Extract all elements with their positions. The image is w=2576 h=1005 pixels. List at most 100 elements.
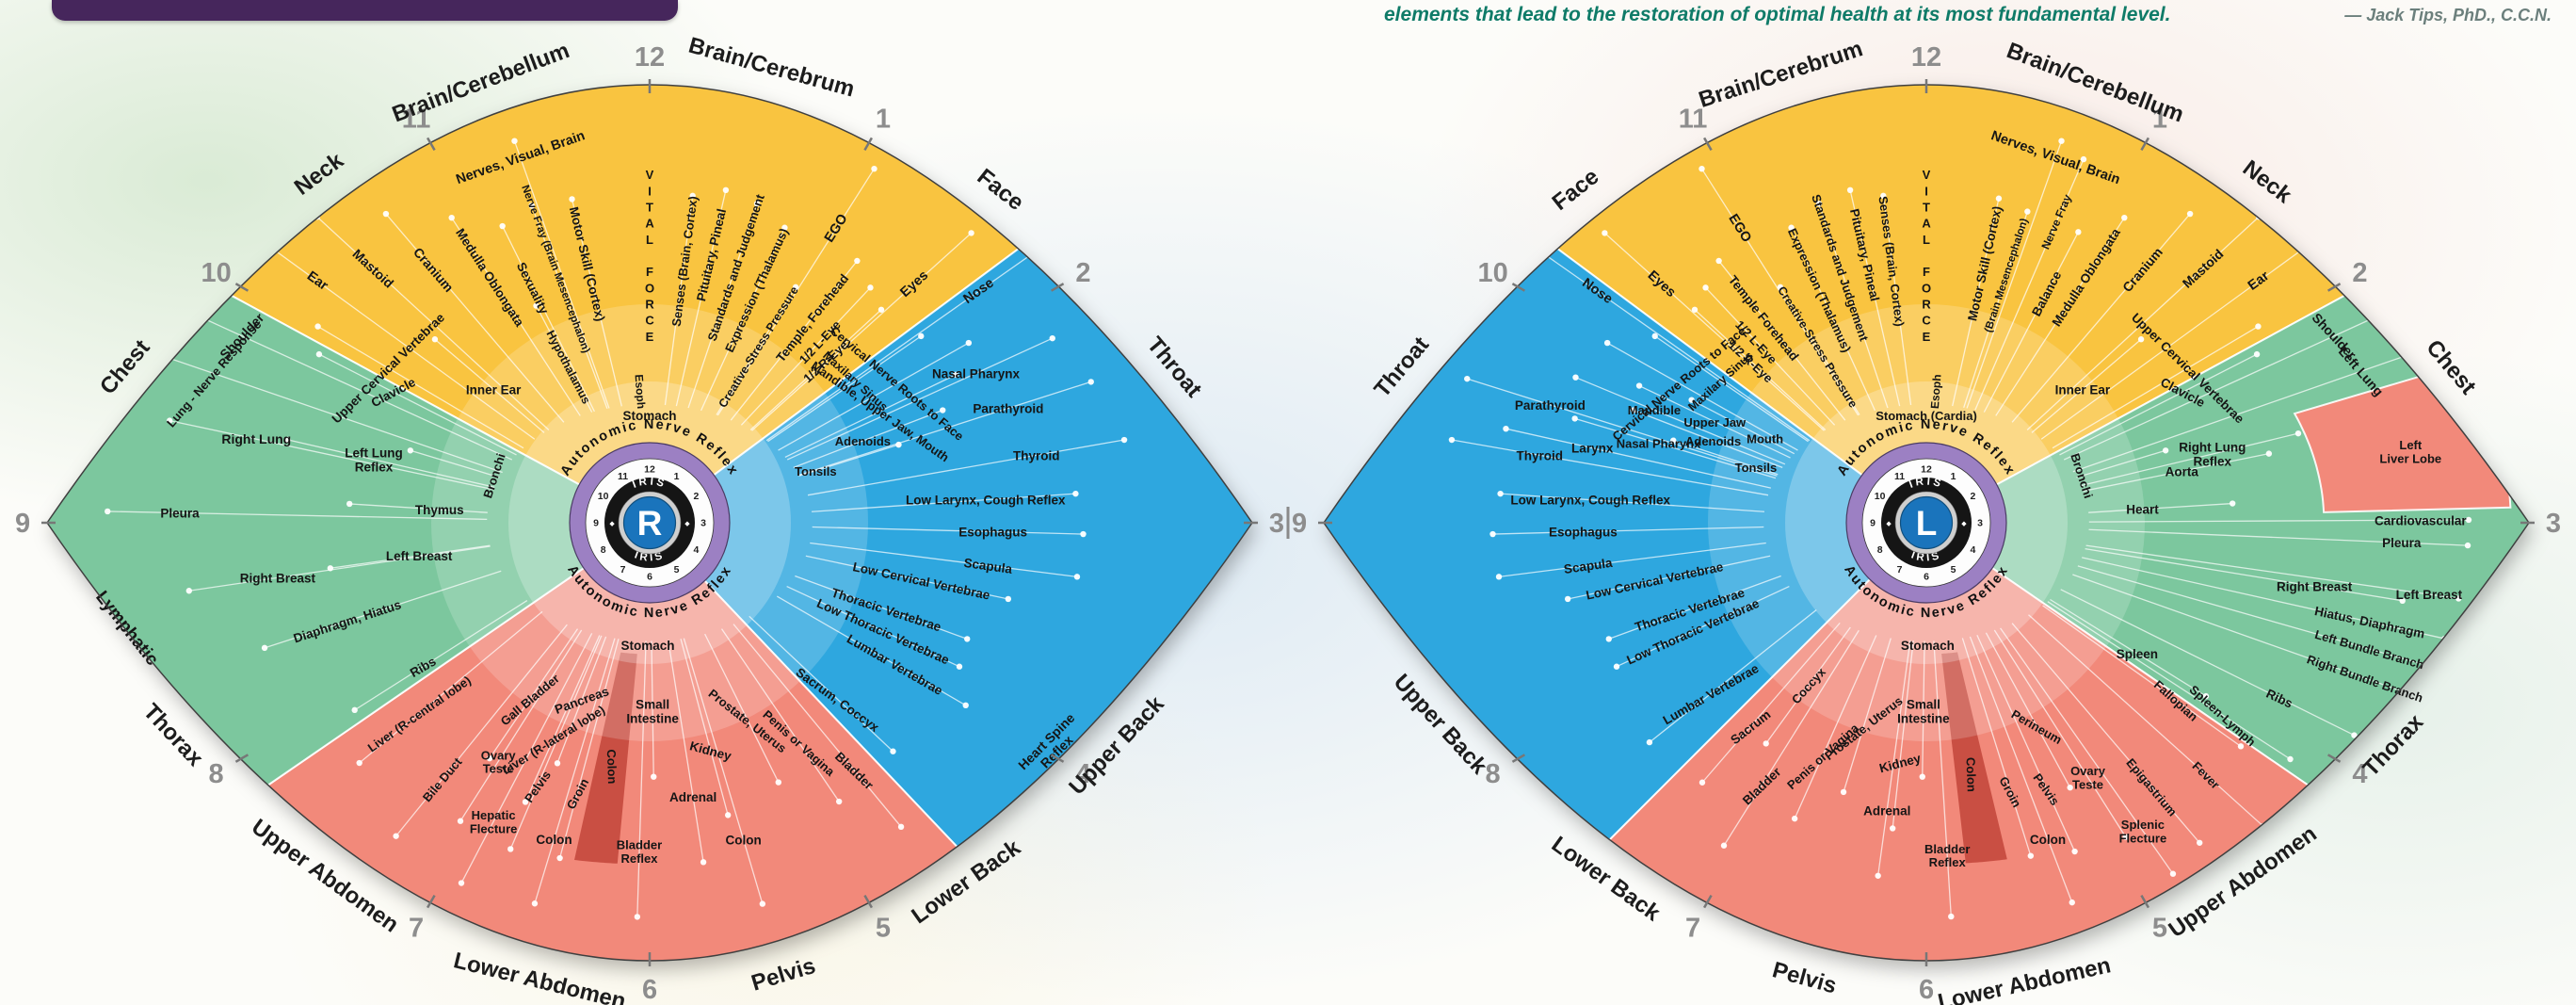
hour-tick: [863, 137, 873, 152]
leader-line: [354, 600, 528, 711]
organ-label: Small Intestine: [1897, 697, 1950, 725]
organ-label: Small Intestine: [626, 697, 679, 725]
leader-line: [720, 628, 840, 802]
leader-dot: [382, 210, 390, 218]
leader-line: [668, 640, 704, 863]
organ-label: Adrenal: [669, 790, 716, 804]
organ-label-line: Reflex: [620, 851, 658, 865]
leader-dot: [1688, 397, 1695, 403]
organ-label: Low Larynx, Cough Reflex: [906, 493, 1066, 507]
organ-label: Right Lung: [221, 431, 291, 446]
organ-label-group: Adrenal: [669, 790, 716, 804]
organ-label-group: Parathyroid: [973, 401, 1043, 415]
leader-line: [1794, 635, 1877, 819]
organ-label-group: Mandible: [1628, 403, 1681, 417]
leader-dot: [1564, 595, 1571, 603]
organ-label-group: Stomach: [620, 639, 674, 653]
leader-dot: [486, 754, 493, 762]
leader-line: [1922, 640, 1925, 777]
leader-dot: [1777, 284, 1784, 291]
leader-line: [2050, 598, 2207, 697]
organ-label: Bladder Reflex: [1924, 841, 1970, 868]
leader-dot: [2294, 430, 2302, 437]
organ-label-group: Adenoids: [835, 434, 891, 448]
leader-line: [158, 353, 503, 474]
leader-dot: [1699, 779, 1706, 786]
organ-label: Right Lung Reflex: [2179, 440, 2246, 468]
organ-label-line: Adrenal: [1863, 803, 1910, 818]
outer-region-label: Lower Abdomen: [1936, 952, 2114, 1005]
leader-dot: [1072, 490, 1079, 497]
outer-label-group: Neck: [2238, 155, 2296, 209]
leader-line: [664, 195, 694, 406]
leader-line: [1849, 189, 1901, 407]
leader-dot: [351, 706, 358, 714]
leader-line: [812, 493, 1076, 512]
leader-dot: [2382, 309, 2389, 316]
organ-label-group: Right Breast: [240, 571, 316, 585]
leader-lines-L: [1448, 138, 2472, 920]
organ-label-line: Pleura: [2382, 536, 2422, 550]
leader-line: [2040, 243, 2310, 440]
leader-line: [1818, 203, 1889, 409]
leader-dot: [1602, 230, 1608, 236]
leader-line: [359, 610, 543, 764]
organ-label: Tonsils: [795, 463, 837, 478]
leader-dot: [1651, 332, 1658, 340]
organ-label-group: Stomach (Cardia): [1876, 409, 1977, 423]
organ-label: Ovary Teste: [2070, 764, 2106, 791]
leader-line: [1718, 260, 1846, 421]
leader-line: [1638, 384, 1791, 459]
organ-label-char: E: [1923, 330, 1931, 344]
clock-number-7: 7: [409, 913, 424, 943]
organ-label-char: V: [1923, 168, 1931, 182]
leader-line: [1966, 140, 2063, 409]
leader-line: [2082, 557, 2445, 640]
leader-line: [805, 555, 1008, 600]
organ-label-group: Small Intestine: [626, 697, 679, 725]
leader-dot: [1087, 379, 1094, 385]
leader-line: [700, 227, 786, 412]
clock-number-2: 2: [2352, 258, 2367, 288]
organ-label-group: Left Breast: [2396, 588, 2463, 602]
organ-label: Stomach: [1901, 639, 1955, 653]
organ-label-line: Heart: [2126, 502, 2159, 516]
leader-dot: [759, 900, 766, 907]
organ-label-group: Upper Jaw: [1683, 414, 1747, 429]
leader-line: [2088, 528, 2469, 546]
organ-label-group: Left Breast: [386, 548, 453, 562]
leader-line: [793, 409, 943, 468]
outer-region-label: Neck: [2238, 155, 2296, 209]
organ-label: Right Breast: [240, 571, 316, 585]
center-letter-R: R: [637, 504, 663, 543]
center-circle: [622, 495, 677, 550]
organ-label-line: Intestine: [626, 711, 679, 725]
leader-dot: [2229, 500, 2236, 507]
leader-line: [318, 353, 517, 456]
leader-dot: [569, 196, 575, 203]
organ-label-group: Esoph: [1928, 374, 1944, 410]
organ-label-line: Esophagus: [1549, 525, 1618, 539]
hour-tick: [1703, 894, 1713, 909]
organ-label-line: Scapula: [1563, 555, 1614, 575]
organ-label-group: Right Breast: [2277, 579, 2353, 593]
organ-label-group: Thyroid: [1517, 448, 1564, 462]
leader-line: [1995, 217, 2125, 416]
leader-dot: [2075, 229, 2082, 235]
hour-tick: [863, 894, 873, 909]
organ-label-line: Esoph: [1928, 374, 1944, 410]
leader-line: [1993, 629, 2127, 837]
leader-dot: [867, 284, 874, 291]
organ-label: Colon: [604, 749, 620, 784]
leader-line: [2080, 432, 2299, 487]
organ-label: Mouth: [1747, 431, 1783, 446]
leader-dot: [2186, 210, 2194, 218]
leader-line: [680, 639, 729, 816]
quote-row: elements that lead to the restoration of…: [1384, 4, 2552, 26]
organ-label-line: Stomach (Cardia): [1876, 409, 1977, 423]
leader-dot: [2287, 755, 2294, 763]
clock-number-2: 2: [1075, 258, 1090, 288]
organ-label-line: Stomach: [620, 639, 674, 653]
leader-line: [2047, 601, 2291, 760]
